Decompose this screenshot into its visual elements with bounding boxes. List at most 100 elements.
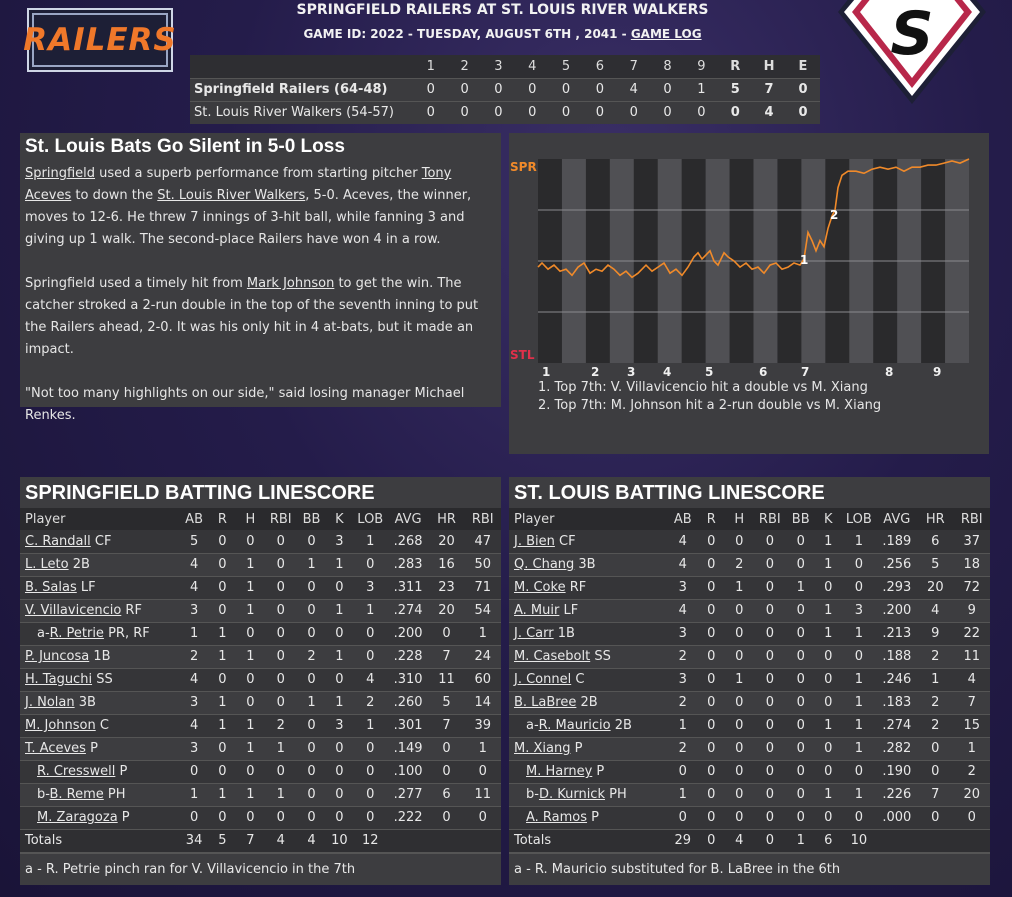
stat-cell: 0 [276,672,285,687]
stat-cell: 5 [931,557,940,572]
linescore-col-header: 7 [629,58,638,74]
stat-cell: 0 [707,649,716,664]
stat-cell: 0 [307,718,316,733]
batting-row: M. Casebolt SS 2 0 0 0 0 0 0 .188 2 11 [509,645,990,668]
player-link-tony-aceves[interactable]: Tony Aceves [25,166,452,203]
player-name-link[interactable]: M. Harney [526,764,593,779]
player-link-mark-johnson[interactable]: Mark Johnson [246,276,335,291]
player-position: C [571,672,585,687]
totals-label: Totals [20,829,180,852]
stat-cell: 50 [474,557,492,572]
stat-cell: 1 [246,649,255,664]
batting-col-header: RBI [758,511,781,527]
stat-cell: 1 [189,787,199,802]
player-position: 3B [574,557,596,572]
player-name-link[interactable]: B. Reme [49,787,104,802]
totals-cell [428,829,465,852]
player-name-link[interactable]: J. Bien [514,533,555,549]
player-name-link[interactable]: J. Carr [514,626,554,641]
stat-cell: 1 [854,672,864,687]
stat-cell: 0 [796,649,805,664]
player-name-link[interactable]: V. Villavicencio [25,603,122,618]
player-cell: a-R. Petrie PR, RF [20,622,180,645]
player-name-link[interactable]: M. Casebolt [514,649,591,664]
stat-cell: 1 [335,649,344,664]
stat-cell: 2 [931,649,940,664]
batting-row: J. Carr 1B 3 0 0 0 0 1 1 .213 9 22 [509,622,990,645]
batting-row: b-B. Reme PH 1 1 1 1 0 0 0.277 6 11 [20,783,501,806]
stat-cell: 7 [442,649,451,664]
stat-cell: 1 [246,718,255,733]
team-link-st-louis[interactable]: St. Louis River Walkers [157,188,306,203]
linescore-col-header: 8 [663,58,672,74]
player-name-link[interactable]: M. Xiang [514,741,571,756]
player-cell: T. Aceves P [20,737,180,760]
game-log-link[interactable]: GAME LOG [630,27,702,41]
batting-row: a-R. Petrie PR, RF 1 1 0 0 0 0 0 .200 0 1 [20,622,501,645]
stat-cell: 0 [366,810,375,825]
player-name-link[interactable]: R. Mauricio [538,718,611,733]
player-name-link[interactable]: D. Kurnick [538,787,605,802]
player-cell: P. Juncosa 1B [20,645,180,668]
stat-cell: 1 [307,557,316,572]
stat-cell: 0 [765,764,774,779]
stat-cell: 0 [218,764,227,779]
win-probability-chart: SPR STL 1 2 3 4 5 6 7 8 9 1 2 [510,158,970,378]
stat-cell: 0 [735,533,744,549]
stat-cell: 23 [438,580,455,595]
stat-cell: 0 [854,764,864,779]
stat-cell: 7 [967,695,976,710]
stat-cell: 0 [246,533,255,549]
stat-cell: 0 [735,787,744,802]
linescore-cell: 0 [561,82,571,97]
player-name-link[interactable]: A. Muir [514,603,560,618]
player-cell: M. Casebolt SS [509,645,668,668]
stat-cell: 4 [931,603,940,618]
story-paragraph-2: Springfield used a timely hit from Mark … [25,273,495,361]
stat-cell: 20 [927,580,944,595]
player-name-link[interactable]: L. Leto [25,557,69,572]
player-name-link[interactable]: H. Taguchi [25,672,93,687]
stat-cell: 11 [963,649,980,664]
stat-cell: 1 [735,580,744,595]
stat-cell: 0 [276,626,285,641]
player-name-link[interactable]: P. Juncosa [25,649,90,664]
batting-row: A. Ramos P 0 0 0 0 0 0 0 .000 0 0 [509,806,990,829]
player-name-link[interactable]: M. Coke [514,580,566,595]
linescore-cell: 0 [561,105,571,121]
player-name-link[interactable]: T. Aceves [25,741,86,756]
stat-cell: 47 [474,533,492,549]
stat-cell: 0 [765,741,774,756]
player-name-link[interactable]: M. Johnson [25,718,96,733]
player-name-link[interactable]: Q. Chang [514,557,575,572]
team-link-springfield[interactable]: Springfield [25,166,96,181]
player-name-link[interactable]: B. LaBree [514,695,577,710]
player-cell: R. Cresswell P [20,760,180,783]
stat-cell: 1 [335,557,344,572]
player-name-link[interactable]: C. Randall [25,533,91,549]
stat-cell: .260 [393,695,423,710]
player-name-link[interactable]: J. Nolan [25,695,75,710]
stat-cell: 0 [366,649,375,664]
player-cell: a-R. Mauricio 2B [509,714,668,737]
player-name-link[interactable]: B. Salas [25,580,77,595]
player-name-link[interactable]: J. Connel [514,672,572,687]
stat-cell: 2 [276,718,285,733]
player-name-link[interactable]: R. Cresswell [37,764,116,779]
stat-cell: 0 [707,787,716,802]
player-name-link[interactable]: A. Ramos [526,810,588,825]
linescore-col-header: H [763,58,775,74]
player-name-link[interactable]: M. Zaragoza [37,810,118,825]
player-position: SS [590,649,611,664]
stat-cell: 3 [678,672,687,687]
stat-cell: .293 [882,580,912,595]
player-name-link[interactable]: R. Petrie [49,626,104,641]
stat-cell: 1 [335,603,344,618]
stat-cell: 1 [246,557,255,572]
wp-inning-label: 2 [591,365,599,378]
stat-cell: 1 [796,580,805,595]
player-position: P [587,810,600,825]
wp-inning-label: 5 [705,365,713,378]
stat-cell: 1 [218,695,227,710]
player-position: 2B [576,695,598,710]
